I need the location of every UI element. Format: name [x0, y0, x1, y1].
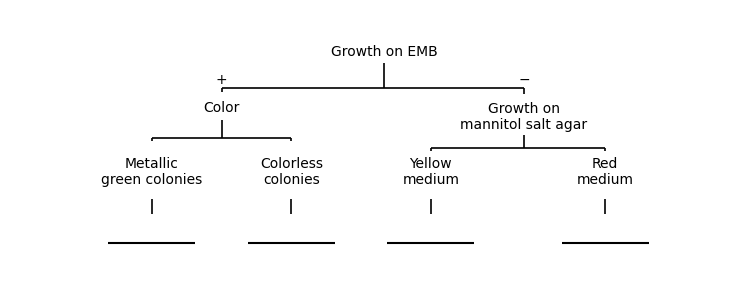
Text: Growth on
mannitol salt agar: Growth on mannitol salt agar [460, 101, 587, 132]
Text: Yellow
medium: Yellow medium [402, 157, 459, 187]
Text: +: + [216, 73, 227, 87]
Text: Growth on EMB: Growth on EMB [331, 45, 438, 59]
Text: Color: Color [203, 101, 240, 115]
Text: −: − [518, 73, 530, 87]
Text: Colorless
colonies: Colorless colonies [260, 157, 322, 187]
Text: Red
medium: Red medium [577, 157, 634, 187]
Text: Metallic
green colonies: Metallic green colonies [101, 157, 202, 187]
